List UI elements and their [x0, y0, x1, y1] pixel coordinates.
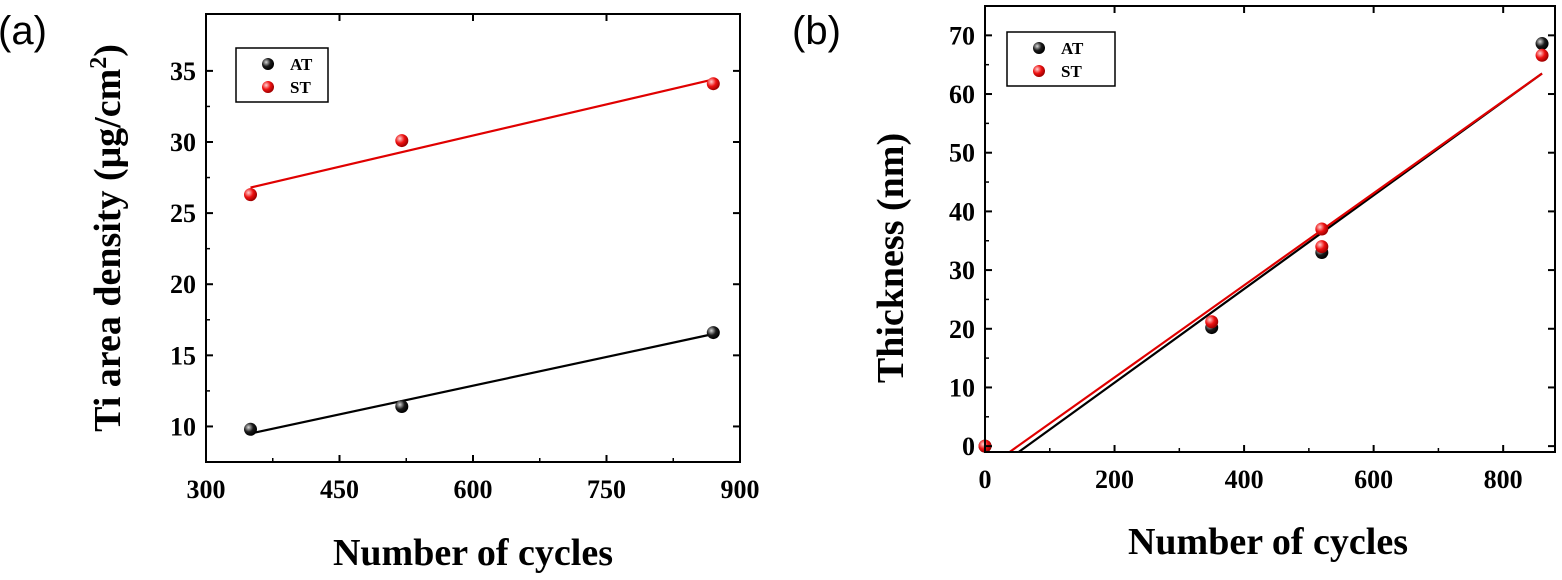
panel-label: (b) [792, 9, 841, 53]
x-tick-label: 600 [454, 475, 493, 504]
y-tick-label: 70 [949, 21, 975, 50]
legend-marker-at [1033, 42, 1045, 54]
panel-label: (a) [0, 9, 47, 53]
y-tick-label: 15 [170, 341, 196, 370]
y-tick-label: 10 [949, 373, 975, 402]
legend-label-at: AT [290, 55, 313, 74]
x-tick-label: 300 [187, 475, 226, 504]
chart-panel-1: (a) 300 450 600 750 900 10 15 20 25 30 35 AT ST Number… [0, 9, 760, 574]
legend: AT ST [1006, 31, 1116, 87]
legend-label-st: ST [1061, 62, 1082, 81]
fit-line-st [1008, 72, 1543, 452]
y-tick-label: 20 [949, 315, 975, 344]
x-tick-label: 0 [979, 465, 992, 494]
data-point-st-0 [244, 188, 257, 202]
x-axis-title: Number of cycles [1128, 521, 1408, 563]
y-tick-label: 10 [170, 412, 196, 441]
x-tick-label: 400 [1225, 465, 1264, 494]
fit-line-at [250, 332, 714, 435]
data-point-at-2 [706, 326, 720, 340]
y-tick-label: 30 [949, 256, 975, 285]
data-point-at-3 [1535, 37, 1549, 51]
y-tick-label: 0 [962, 432, 975, 461]
chart-panel-2: (b) 0 200 400 600 800 0 10 20 30 40 50 60 70 AT ST Numbe… [792, 5, 1556, 563]
y-tick-label: 35 [170, 57, 196, 86]
y-axis-title: Ti area density (μg/cm2) [86, 44, 129, 432]
data-point-st-3 [1315, 222, 1329, 236]
x-tick-label: 800 [1484, 465, 1523, 494]
data-point-st-1 [1205, 315, 1219, 329]
x-tick-label: 750 [587, 475, 626, 504]
legend-box [1006, 31, 1116, 87]
legend: AT ST [235, 47, 329, 103]
data-point-st-2 [706, 77, 720, 91]
data-point-at-1 [395, 400, 409, 414]
y-tick-label: 30 [170, 128, 196, 157]
legend-marker-st [1033, 65, 1045, 77]
legend-label-st: ST [290, 78, 311, 97]
data-point-st-2 [1315, 240, 1329, 254]
y-tick-label: 40 [949, 197, 975, 226]
data-point-at-0 [244, 422, 257, 436]
legend-box [235, 47, 329, 103]
y-tick-label: 25 [170, 199, 196, 228]
legend-label-at: AT [1061, 39, 1084, 58]
y-tick-label: 50 [949, 139, 975, 168]
y-tick-label: 60 [949, 80, 975, 109]
y-axis-title: Thickness (nm) [870, 133, 912, 383]
x-tick-label: 200 [1095, 465, 1134, 494]
plot-frame [984, 5, 1556, 453]
legend-marker-at [262, 58, 274, 70]
legend-marker-st [262, 81, 274, 93]
y-tick-label: 20 [170, 270, 196, 299]
fit-line-st [250, 78, 714, 189]
x-tick-label: 600 [1354, 465, 1393, 494]
x-tick-label: 900 [721, 475, 760, 504]
x-axis-title: Number of cycles [333, 532, 613, 574]
data-point-st-1 [395, 134, 409, 148]
data-point-st-4 [1535, 48, 1549, 62]
x-tick-label: 450 [320, 475, 359, 504]
